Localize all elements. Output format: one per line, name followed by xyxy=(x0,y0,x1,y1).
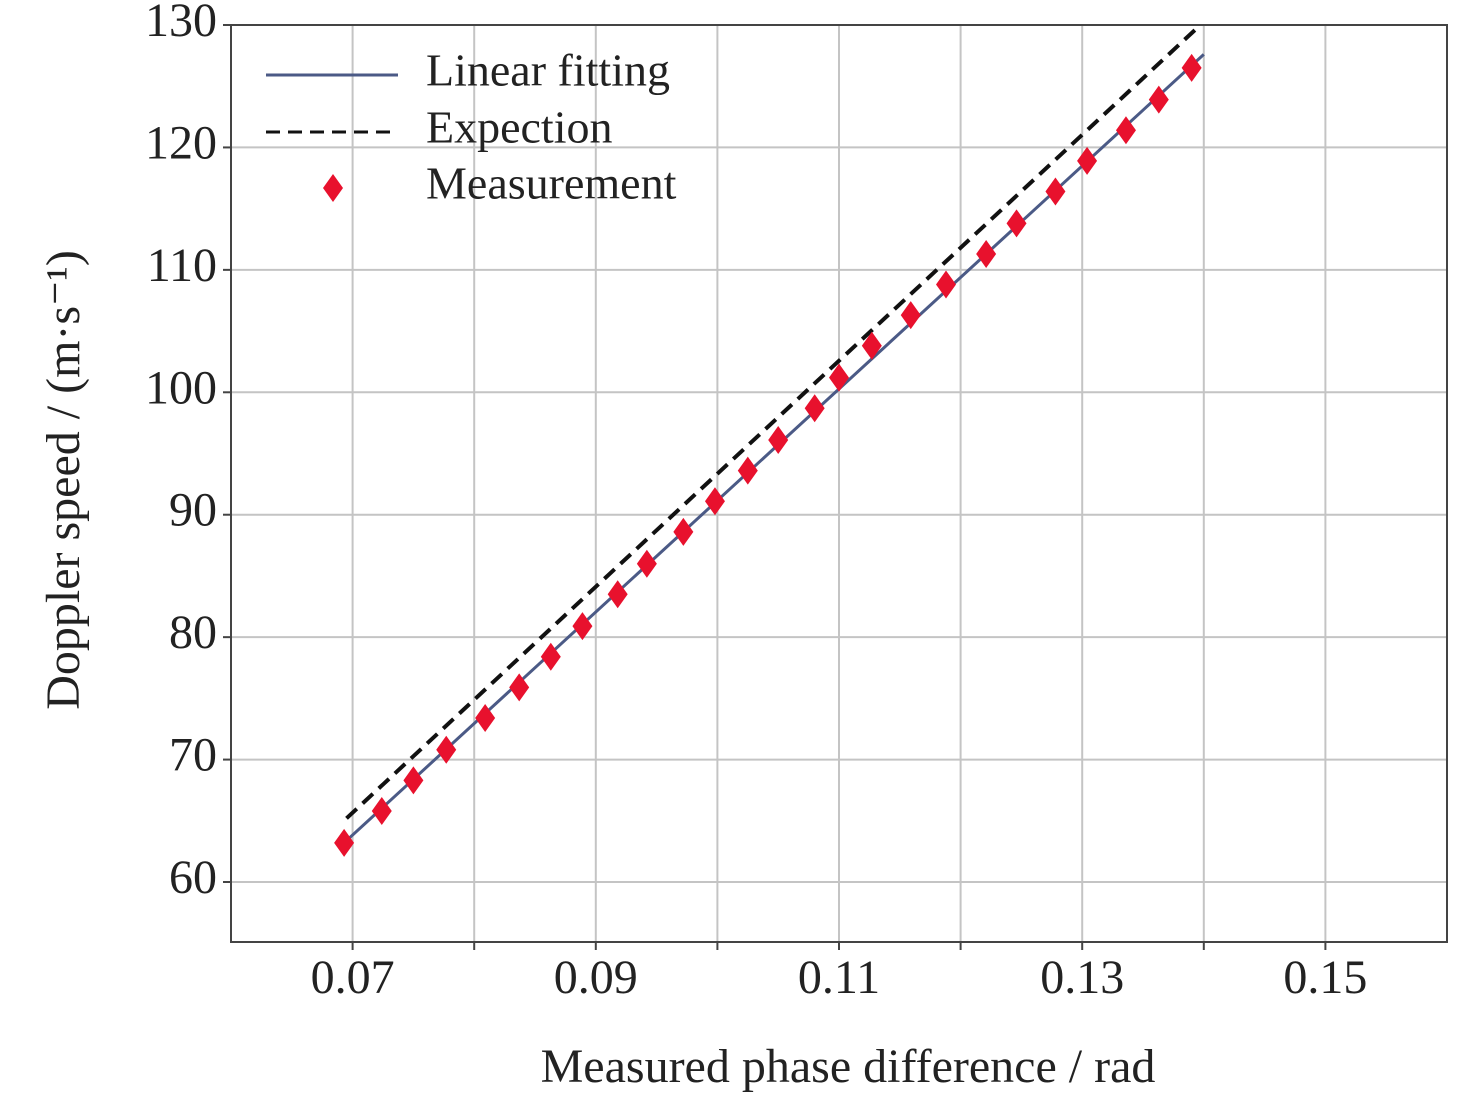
legend-label: Linear fitting xyxy=(426,45,670,96)
measurement-point xyxy=(1077,146,1098,175)
measurement-point xyxy=(829,363,849,392)
measurement-point xyxy=(936,270,957,299)
legend-label: Measurement xyxy=(426,158,677,209)
measurement-point xyxy=(704,487,725,516)
plot-frame xyxy=(230,24,1448,943)
measurement-point xyxy=(334,828,355,857)
legend-marker xyxy=(323,174,343,202)
measurement-point xyxy=(900,301,921,330)
measurement-point xyxy=(673,517,694,546)
measurement-point xyxy=(1148,85,1169,114)
measurement-point xyxy=(475,703,496,732)
measurement-point xyxy=(1006,209,1027,238)
measurement-point xyxy=(976,239,997,268)
x-axis-title: Measured phase difference / rad xyxy=(541,1040,1156,1093)
y-tick-label: 90 xyxy=(169,484,217,537)
measurement-point xyxy=(572,612,593,641)
x-tick-label: 0.15 xyxy=(1283,951,1367,1004)
series-line xyxy=(345,25,1200,820)
y-axis-title: Doppler speed / (m·s⁻¹) xyxy=(37,250,90,710)
x-tick-label: 0.11 xyxy=(798,951,880,1004)
measurement-point xyxy=(1115,116,1136,145)
y-tick-label: 80 xyxy=(169,606,217,659)
measurement-point xyxy=(861,331,882,360)
y-tick-label: 120 xyxy=(145,116,217,169)
measurement-point xyxy=(1045,177,1066,206)
measurement-point xyxy=(403,766,424,795)
measurement-point xyxy=(1181,53,1202,82)
y-tick-label: 110 xyxy=(147,239,217,292)
y-tick-label: 100 xyxy=(145,361,217,414)
measurement-point xyxy=(436,735,457,764)
legend-label: Expection xyxy=(426,102,613,153)
y-tick-label: 70 xyxy=(169,729,217,782)
measurement-point xyxy=(371,797,392,825)
x-tick-label: 0.07 xyxy=(311,951,395,1004)
measurement-point xyxy=(737,456,758,485)
y-tick-label: 130 xyxy=(145,0,217,47)
x-tick-label: 0.09 xyxy=(554,951,638,1004)
measurement-point xyxy=(540,642,561,671)
measurement-point xyxy=(804,394,825,423)
measurement-point xyxy=(636,549,657,578)
measurement-point xyxy=(607,580,628,609)
y-tick-label: 60 xyxy=(169,851,217,904)
measurement-point xyxy=(768,426,789,455)
measurement-point xyxy=(509,673,530,702)
x-tick-label: 0.13 xyxy=(1040,951,1124,1004)
